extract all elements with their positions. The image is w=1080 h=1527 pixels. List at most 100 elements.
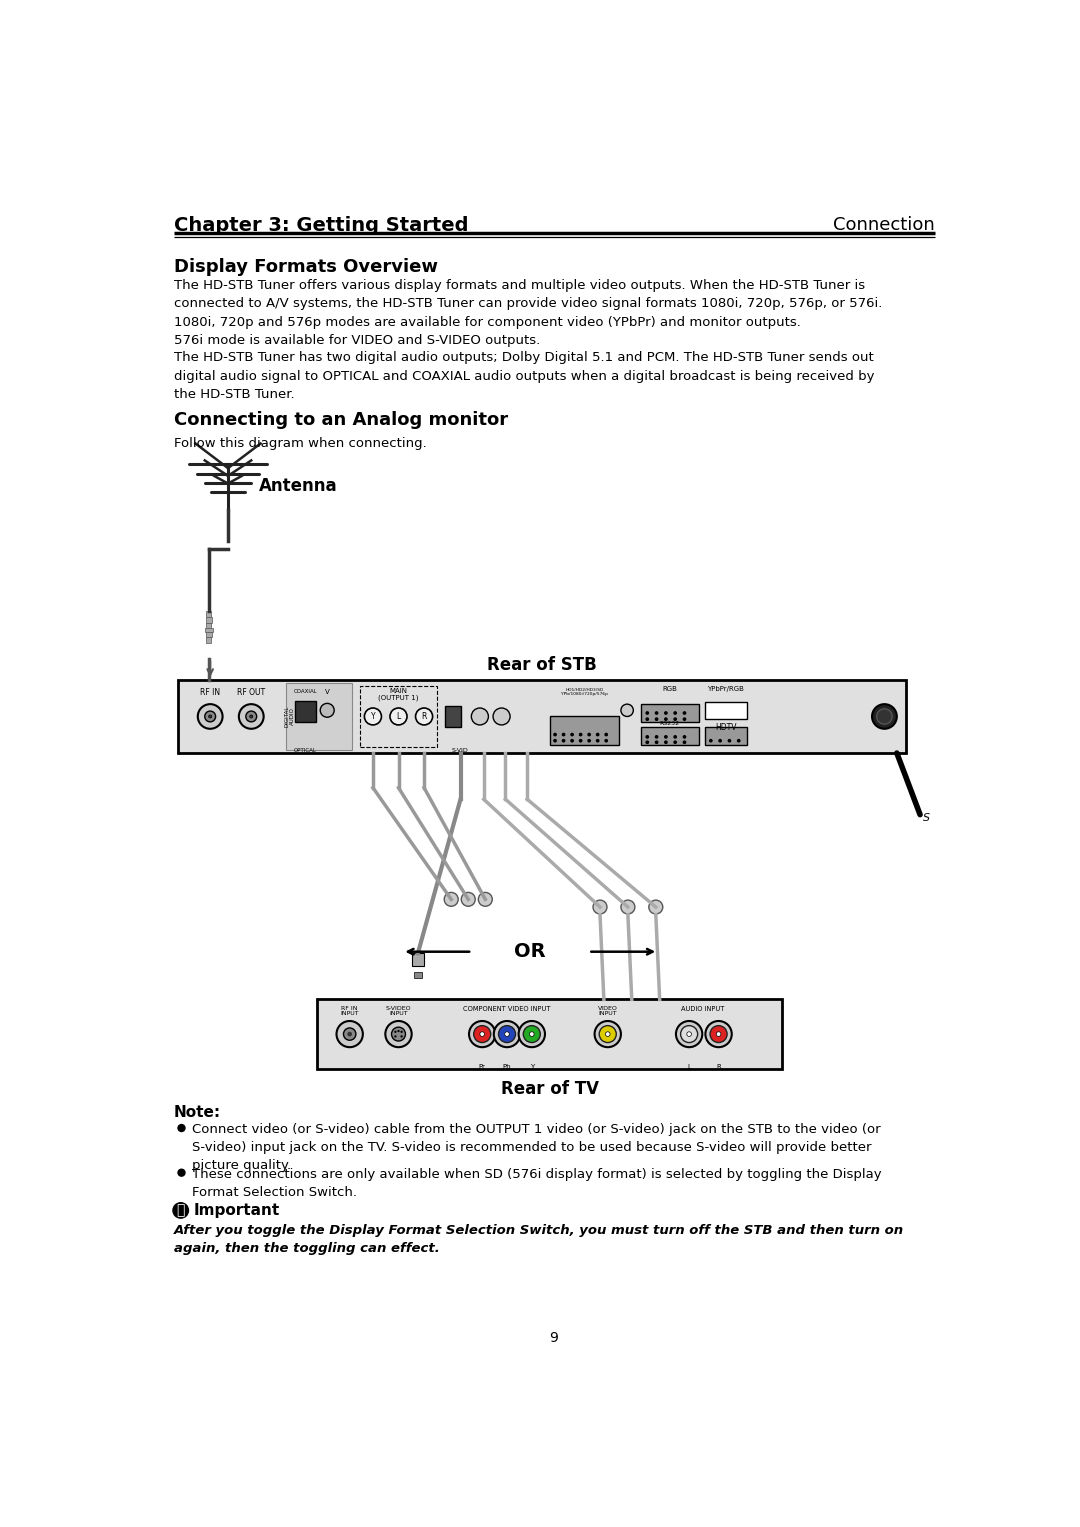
Text: RGB: RGB [662,686,677,692]
Text: Chapter 3: Getting Started: Chapter 3: Getting Started [174,215,469,235]
Circle shape [664,741,667,744]
Circle shape [656,736,658,738]
Circle shape [444,892,458,906]
Circle shape [656,718,658,721]
Circle shape [499,1026,515,1043]
Circle shape [605,733,607,736]
Circle shape [872,704,896,728]
Bar [296,701,315,722]
Circle shape [343,1028,356,1040]
Bar [205,628,213,632]
Text: Y: Y [370,712,375,721]
Circle shape [646,741,648,744]
Circle shape [178,1170,185,1176]
Circle shape [605,739,607,742]
Circle shape [621,704,633,716]
Text: L: L [396,712,401,721]
Text: AUDIO INPUT: AUDIO INPUT [681,1006,725,1011]
Circle shape [416,709,433,725]
Bar [550,716,619,745]
Circle shape [478,892,492,906]
Circle shape [494,1022,521,1048]
Circle shape [364,709,381,725]
Circle shape [386,1022,411,1048]
Text: Connect video (or S-video) cable from the OUTPUT 1 video (or S-video) jack on th: Connect video (or S-video) cable from th… [192,1124,881,1173]
Circle shape [504,1032,510,1037]
Circle shape [664,712,667,715]
Bar [411,953,424,965]
Circle shape [563,739,565,742]
Circle shape [596,733,598,736]
Circle shape [599,1026,617,1043]
Text: R: R [716,1064,721,1070]
Circle shape [728,739,730,742]
Text: VIDEO
INPUT: VIDEO INPUT [598,1006,618,1017]
Circle shape [664,718,667,721]
Circle shape [621,899,635,915]
Text: Rear of TV: Rear of TV [501,1080,598,1098]
Bar [177,680,906,753]
Bar [642,727,699,745]
Bar [205,617,212,623]
Text: Connecting to an Analog monitor: Connecting to an Analog monitor [174,411,508,429]
Circle shape [705,1022,732,1048]
Circle shape [676,1022,702,1048]
Circle shape [529,1032,535,1037]
Circle shape [680,1026,698,1043]
Bar [445,705,460,727]
Circle shape [606,1032,610,1037]
Text: V: V [325,689,329,695]
Circle shape [719,739,721,742]
Text: R: R [421,712,427,721]
Circle shape [554,733,556,736]
Bar [206,637,211,643]
Circle shape [394,1035,396,1037]
Circle shape [469,1022,496,1048]
Circle shape [674,741,676,744]
Circle shape [397,1029,400,1032]
Text: RF OUT: RF OUT [238,687,266,696]
Circle shape [471,709,488,725]
Text: HD1/HD2/HD3/SD
YPb/1080i/720p/576p: HD1/HD2/HD3/SD YPb/1080i/720p/576p [562,687,608,696]
Text: Pb: Pb [503,1064,511,1070]
Text: L: L [687,1064,691,1070]
Text: RS232: RS232 [660,721,679,725]
Circle shape [198,704,222,728]
Text: Connection: Connection [833,215,935,234]
Text: Display Formats Overview: Display Formats Overview [174,258,437,276]
Circle shape [518,1022,545,1048]
Circle shape [239,704,264,728]
Text: ⓘ: ⓘ [176,1203,185,1217]
Bar [205,632,212,637]
Circle shape [401,1035,403,1037]
Text: Important: Important [194,1203,280,1219]
Circle shape [674,736,676,738]
Bar [286,683,352,750]
Circle shape [401,1031,403,1032]
Text: MAIN
(OUTPUT 1): MAIN (OUTPUT 1) [378,687,419,701]
Circle shape [588,739,591,742]
Circle shape [710,1026,727,1043]
Circle shape [649,899,663,915]
Circle shape [474,1026,490,1043]
Circle shape [595,1022,621,1048]
Circle shape [580,733,582,736]
Circle shape [337,1022,363,1048]
Text: OR: OR [514,942,546,960]
Circle shape [674,712,676,715]
Bar [704,727,747,745]
Bar [360,686,437,747]
Text: Rear of STB: Rear of STB [487,655,597,673]
Circle shape [246,712,257,722]
Text: COMPONENT VIDEO INPUT: COMPONENT VIDEO INPUT [463,1006,551,1011]
Text: After you toggle the Display Format Selection Switch, you must turn off the STB : After you toggle the Display Format Sele… [174,1223,904,1255]
Bar [704,702,747,719]
Circle shape [593,899,607,915]
Text: The HD-STB Tuner has two digital audio outputs; Dolby Digital 5.1 and PCM. The H: The HD-STB Tuner has two digital audio o… [174,351,874,402]
Circle shape [390,709,407,725]
Circle shape [524,1026,540,1043]
Circle shape [494,709,510,725]
Circle shape [480,1032,485,1037]
Circle shape [588,733,591,736]
Circle shape [554,739,556,742]
